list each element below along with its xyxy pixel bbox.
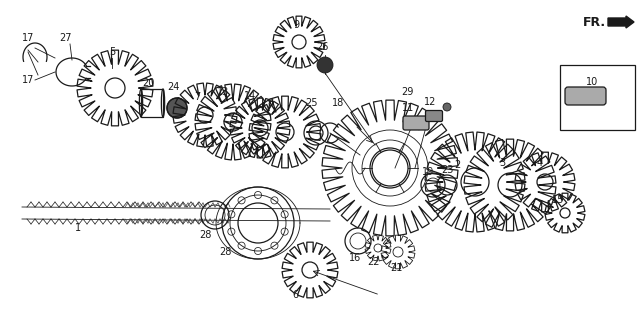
Circle shape	[317, 57, 333, 73]
Text: 4: 4	[537, 158, 543, 168]
Text: 8: 8	[267, 98, 273, 108]
Text: 6: 6	[292, 290, 298, 300]
Text: 12: 12	[424, 97, 436, 107]
Text: 20: 20	[142, 78, 154, 88]
Text: FR.: FR.	[583, 16, 606, 28]
Text: 18: 18	[332, 98, 344, 108]
Bar	[560, 65, 635, 130]
FancyArrow shape	[608, 16, 634, 28]
Text: 7: 7	[194, 92, 200, 102]
Text: 17: 17	[22, 33, 34, 43]
Text: 11: 11	[402, 103, 414, 113]
Text: 25: 25	[305, 98, 317, 108]
Text: 9: 9	[293, 20, 299, 30]
Text: 26: 26	[316, 42, 328, 52]
FancyBboxPatch shape	[426, 110, 442, 121]
Text: 28: 28	[199, 230, 211, 240]
Text: 27: 27	[59, 33, 71, 43]
Circle shape	[443, 103, 451, 111]
Text: 19: 19	[422, 167, 434, 177]
FancyBboxPatch shape	[403, 116, 429, 130]
Text: 17: 17	[22, 75, 34, 85]
Text: 14: 14	[244, 91, 256, 101]
Text: 10: 10	[586, 77, 598, 87]
Text: 24: 24	[167, 82, 179, 92]
Text: 23: 23	[441, 165, 453, 175]
Text: 13: 13	[217, 87, 229, 97]
Circle shape	[167, 98, 187, 118]
Text: 16: 16	[349, 253, 361, 263]
Text: 5: 5	[109, 47, 115, 57]
Text: 15: 15	[552, 195, 564, 205]
Text: 22: 22	[368, 257, 380, 267]
Text: 1: 1	[75, 223, 81, 233]
Text: 28: 28	[219, 247, 231, 257]
FancyBboxPatch shape	[565, 87, 606, 105]
Text: 3: 3	[499, 158, 505, 168]
Text: 29: 29	[401, 87, 413, 97]
Text: 21: 21	[390, 263, 402, 273]
Bar	[141, 89, 163, 117]
Text: 2: 2	[454, 160, 460, 170]
